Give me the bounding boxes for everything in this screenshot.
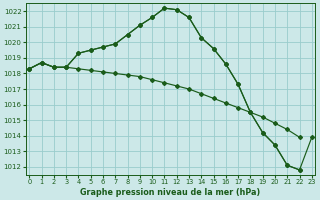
X-axis label: Graphe pression niveau de la mer (hPa): Graphe pression niveau de la mer (hPa) <box>80 188 261 197</box>
